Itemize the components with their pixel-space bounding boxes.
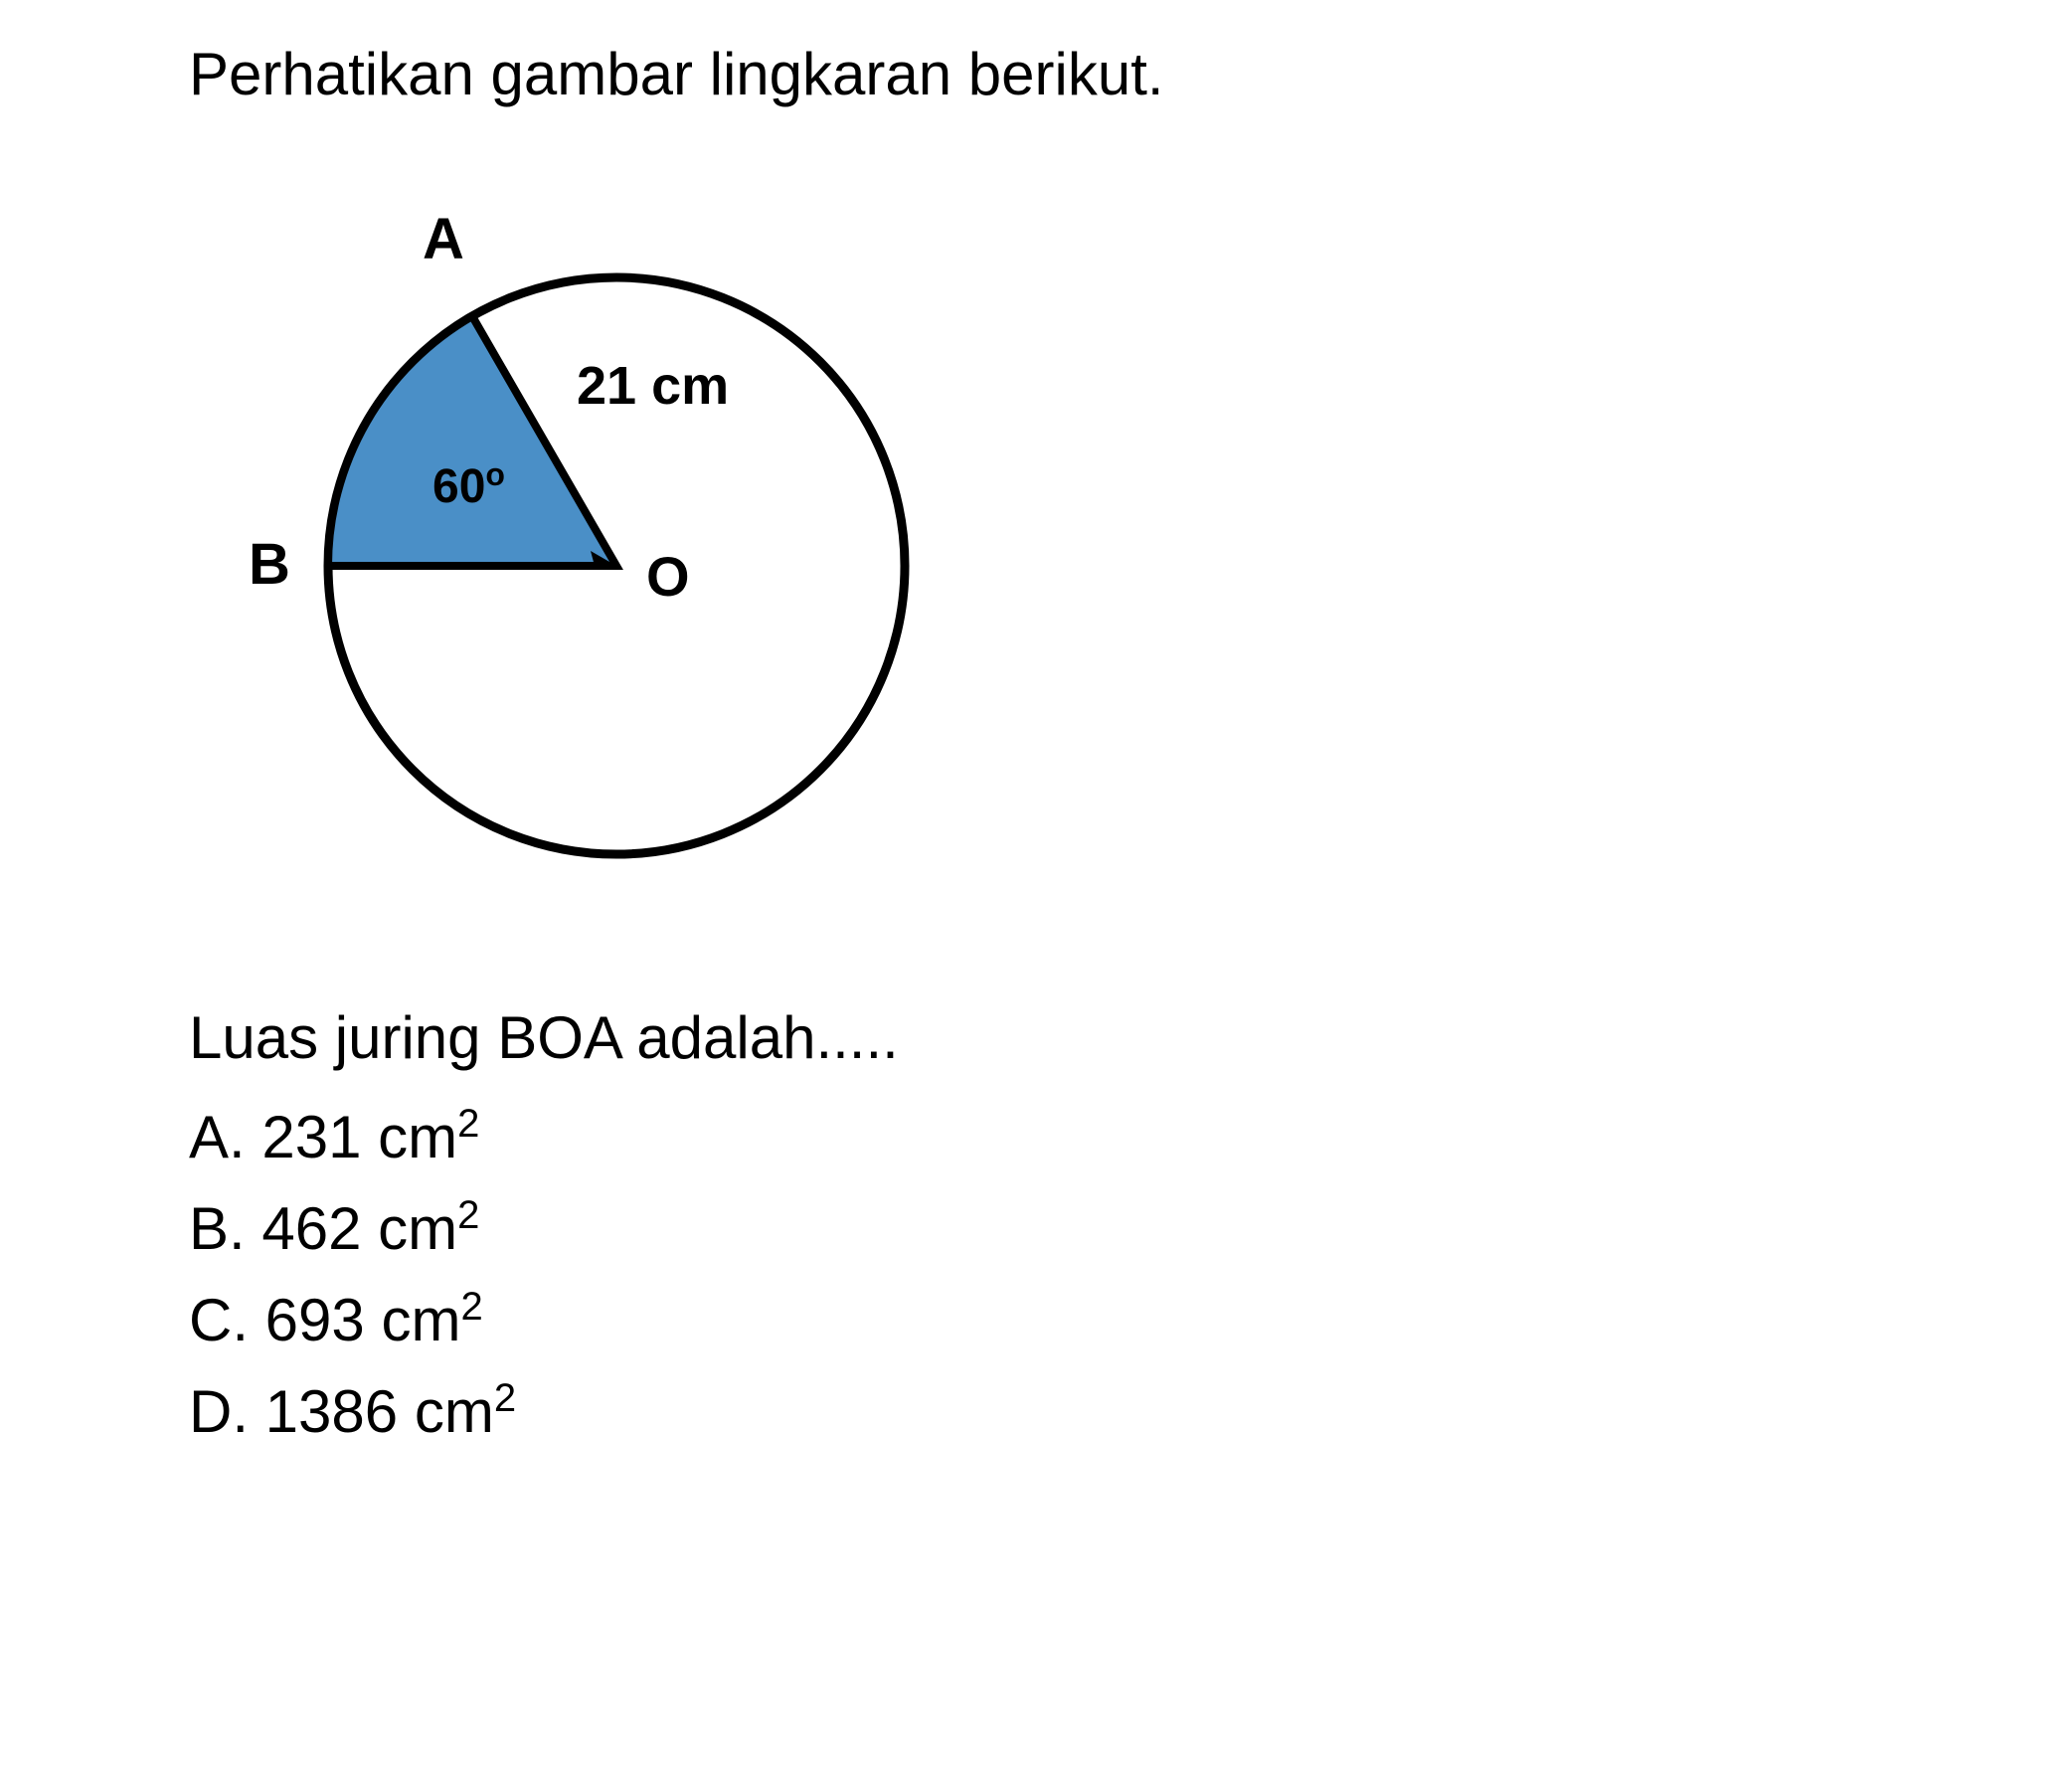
- option-exp: 2: [457, 1102, 479, 1146]
- option-d[interactable]: D. 1386 cm2: [189, 1376, 1650, 1446]
- instruction-text: Perhatikan gambar lingkaran berikut.: [189, 40, 1650, 108]
- option-letter: A.: [189, 1104, 246, 1170]
- option-unit: cm: [378, 1104, 457, 1170]
- option-c[interactable]: C. 693 cm2: [189, 1285, 1650, 1354]
- option-value: 462: [261, 1195, 361, 1262]
- label-radius: 21 cm: [577, 355, 729, 417]
- label-o: O: [646, 544, 690, 609]
- option-value: 1386: [265, 1378, 398, 1445]
- option-letter: B.: [189, 1195, 246, 1262]
- options-list: A. 231 cm2 B. 462 cm2 C. 693 cm2 D. 1386…: [189, 1102, 1650, 1446]
- degree-symbol: o: [485, 456, 505, 492]
- label-b: B: [249, 531, 290, 598]
- option-exp: 2: [457, 1193, 479, 1237]
- angle-value: 60: [432, 460, 485, 513]
- option-letter: D.: [189, 1378, 249, 1445]
- option-value: 231: [261, 1104, 361, 1170]
- option-a[interactable]: A. 231 cm2: [189, 1102, 1650, 1171]
- question-text: Luas juring BOA adalah.....: [189, 1003, 1650, 1072]
- diagram-svg: [179, 188, 1074, 904]
- option-b[interactable]: B. 462 cm2: [189, 1193, 1650, 1263]
- option-unit: cm: [381, 1287, 460, 1353]
- option-value: 693: [265, 1287, 365, 1353]
- option-unit: cm: [415, 1378, 494, 1445]
- label-a: A: [423, 206, 464, 272]
- option-exp: 2: [494, 1376, 516, 1420]
- label-angle: 60o: [432, 456, 505, 514]
- circle-diagram: A B O 21 cm 60o: [179, 188, 1074, 904]
- option-exp: 2: [460, 1285, 482, 1329]
- option-letter: C.: [189, 1287, 249, 1353]
- option-unit: cm: [378, 1195, 457, 1262]
